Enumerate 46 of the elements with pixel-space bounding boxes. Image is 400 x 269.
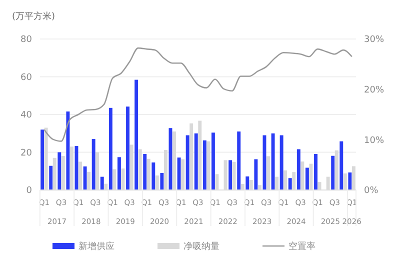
line-series <box>44 47 352 142</box>
bar <box>314 154 318 190</box>
bar <box>194 133 198 190</box>
y-tick-label: 0 <box>26 186 32 196</box>
bar <box>143 154 147 190</box>
bar <box>152 162 156 190</box>
bar <box>134 80 138 190</box>
bar <box>254 159 258 190</box>
legend-label: 空置率 <box>288 241 316 252</box>
legend-label: 净吸纳量 <box>184 241 220 252</box>
bar <box>331 156 335 190</box>
bar <box>160 173 164 190</box>
bar <box>288 178 292 190</box>
bar <box>66 111 70 190</box>
bar <box>340 141 344 190</box>
bar <box>280 135 284 190</box>
bar <box>117 157 121 190</box>
y-axis-title: (万平方米) <box>12 11 56 22</box>
bar <box>228 160 232 190</box>
bar <box>83 166 87 190</box>
y-tick-label: 40 <box>20 110 32 121</box>
y2-tick-label: 10% <box>364 136 384 146</box>
legend-label: 新增供应 <box>78 241 114 252</box>
bar <box>100 176 104 190</box>
bar <box>177 158 181 190</box>
y2-tick-label: 0% <box>364 186 379 196</box>
y2-tick-label: 30% <box>364 35 384 46</box>
bar <box>40 130 44 190</box>
bar <box>202 140 206 190</box>
y2-tick-label: 20% <box>364 85 384 96</box>
bar <box>186 135 190 190</box>
bar <box>305 168 309 190</box>
y-tick-label: 60 <box>20 72 32 83</box>
bar <box>296 149 300 190</box>
bar <box>271 133 275 190</box>
bar <box>246 176 250 190</box>
bar <box>49 166 53 190</box>
bar <box>58 152 62 190</box>
bar <box>108 108 112 190</box>
y-tick-label: 20 <box>20 148 32 158</box>
bar <box>211 132 215 190</box>
y-tick-label: 80 <box>20 35 32 46</box>
bar <box>348 172 352 190</box>
bar <box>237 131 241 190</box>
bar <box>126 106 130 190</box>
bar <box>92 139 96 190</box>
